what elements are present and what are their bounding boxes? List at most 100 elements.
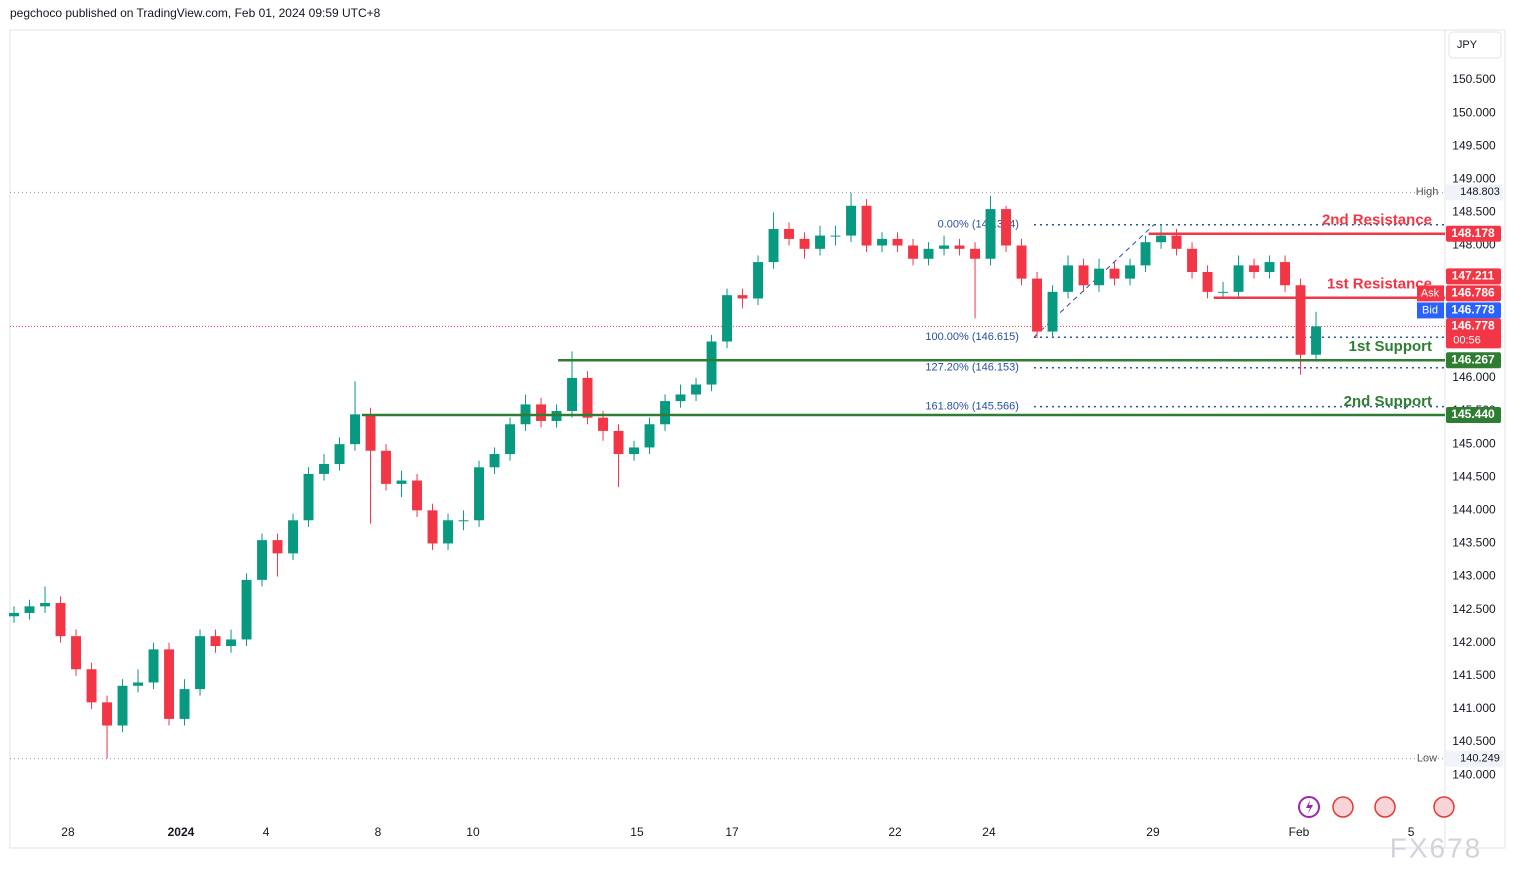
y-tick-label: 149.000 (1452, 171, 1496, 185)
icon[interactable] (1374, 796, 1396, 818)
candle-body (164, 649, 174, 719)
candle-body (1233, 265, 1244, 292)
currency[interactable]: JPY (1457, 39, 1478, 51)
candle-body (241, 579, 252, 640)
candle-body (24, 606, 35, 613)
candle-body (768, 228, 779, 263)
candle-body (908, 245, 918, 259)
candle-body (1202, 271, 1213, 292)
candle-body (179, 689, 190, 719)
candle-body (210, 636, 221, 647)
candle-body (1140, 242, 1151, 266)
y-tick-label: 149.500 (1452, 138, 1496, 152)
x-tick-label: 15 (630, 825, 644, 839)
candle-body (102, 702, 112, 726)
x-tick-label: Feb (1289, 825, 1310, 839)
icon[interactable] (1332, 796, 1354, 818)
level-name: 2nd Resistance (1322, 212, 1432, 229)
candle-body (1125, 265, 1135, 279)
icon[interactable] (1298, 796, 1320, 818)
extreme-label: Low (1417, 753, 1437, 765)
y-tick-label: 150.000 (1452, 105, 1496, 119)
candle-body (1078, 265, 1089, 286)
y-tick-label: 140.500 (1452, 734, 1496, 748)
candle-body (939, 245, 949, 249)
candle-body (288, 520, 298, 554)
candle-body (1047, 291, 1058, 332)
candle-body (1063, 265, 1073, 292)
level-tag: 145.440 (1451, 407, 1495, 421)
y-tick-label: 146.000 (1452, 370, 1496, 384)
header: pegchoco published on TradingView.com, F… (10, 6, 381, 20)
level-name: 1st Support (1349, 338, 1432, 355)
candle-body (567, 377, 577, 412)
candle-body (1187, 248, 1197, 272)
candle-body (675, 394, 686, 402)
candle-body (753, 262, 763, 299)
candle-body (40, 603, 50, 607)
candle-body (1171, 235, 1182, 249)
candle-body (985, 209, 996, 259)
x-tick-label: 2024 (168, 825, 195, 839)
candle-body (226, 639, 236, 647)
currency-button[interactable] (1448, 31, 1502, 59)
candle-body (1156, 235, 1166, 243)
icon[interactable] (1433, 796, 1455, 818)
fib-label: 0.00% (148.314) (938, 219, 1019, 231)
level-tag: 146.267 (1451, 352, 1495, 366)
y-tick-label: 142.500 (1452, 602, 1496, 616)
fib-label: 161.80% (145.566) (925, 401, 1019, 413)
candle-body (381, 450, 391, 484)
watermark: FX678 (1390, 832, 1483, 863)
candle-body (458, 520, 469, 522)
bid-label: Bid (1422, 304, 1438, 316)
ask-value: 146.786 (1451, 286, 1495, 300)
level-tag-bg (1446, 352, 1501, 369)
candle-body (954, 245, 965, 249)
candle-body (443, 520, 453, 544)
candle-body (815, 235, 825, 249)
candle-body (799, 238, 810, 249)
x-tick-label: 22 (888, 825, 902, 839)
candle-body (257, 540, 267, 580)
candle-body (396, 480, 407, 484)
candle-body (272, 540, 283, 554)
extreme-value: 148.803 (1460, 186, 1500, 198)
candle-body (846, 205, 856, 236)
candle-body (1109, 268, 1120, 279)
extreme-value: 140.249 (1460, 753, 1500, 765)
bid-value: 146.778 (1451, 303, 1495, 317)
candle-body (784, 228, 794, 239)
candle-body (660, 401, 670, 425)
y-tick-label: 145.000 (1452, 436, 1496, 450)
candle-body (613, 430, 624, 455)
candle-body (350, 414, 360, 445)
x-tick-label: 10 (466, 825, 480, 839)
candle-body (55, 603, 66, 637)
level-tag-bg (1446, 225, 1501, 242)
level-tag-bg (1446, 268, 1501, 285)
x-tick-label: 5 (1408, 825, 1415, 839)
current-price: 146.778 (1451, 319, 1495, 333)
candle-body (629, 447, 639, 455)
ask-label: Ask (1421, 287, 1440, 299)
countdown: 00:56 (1453, 334, 1481, 346)
x-tick-label: 28 (61, 825, 75, 839)
candle-body (722, 295, 732, 342)
candle-body (1016, 245, 1027, 279)
bid-value-bg (1446, 302, 1501, 319)
extreme-label: High (1416, 186, 1439, 198)
ask-value-bg (1446, 285, 1501, 302)
candle-body (737, 295, 748, 299)
candle-body (1264, 262, 1275, 272)
candle-body (303, 473, 314, 521)
level-tag: 148.178 (1451, 226, 1495, 240)
candle-body (644, 424, 655, 448)
candle-body (970, 248, 980, 259)
candle-body (86, 669, 97, 703)
candle-body (1032, 278, 1042, 332)
candle-body (133, 682, 143, 686)
candle-body (195, 636, 205, 690)
